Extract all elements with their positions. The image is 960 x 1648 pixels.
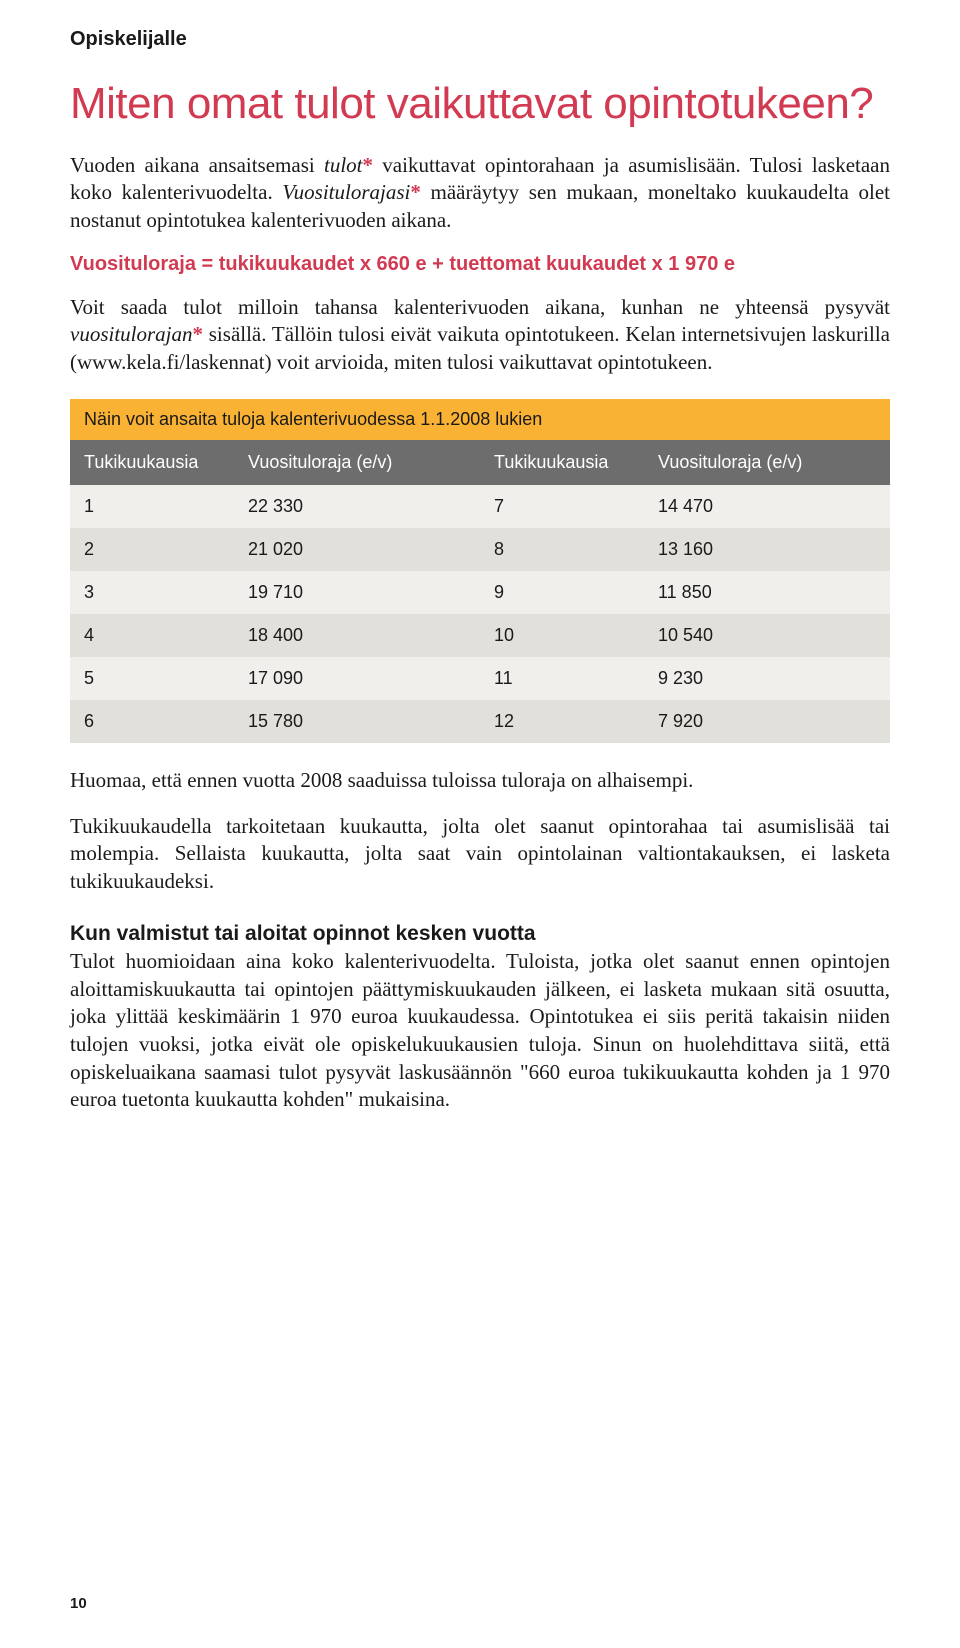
table-header: Vuosituloraja (e/v)	[234, 440, 480, 485]
term-tulot: tulot	[324, 153, 363, 177]
table-cell: 9 230	[644, 657, 890, 700]
table-cell: 2	[70, 528, 234, 571]
table-row: 418 4001010 540	[70, 614, 890, 657]
section-label: Opiskelijalle	[70, 28, 890, 51]
table-cell: 21 020	[234, 528, 480, 571]
table-cell: 9	[480, 571, 644, 614]
asterisk-icon: *	[193, 322, 204, 346]
table-row: 517 090119 230	[70, 657, 890, 700]
table-cell: 11 850	[644, 571, 890, 614]
table-header: Vuosituloraja (e/v)	[644, 440, 890, 485]
page-number: 10	[70, 1595, 87, 1612]
income-table: Näin voit ansaita tuloja kalenterivuodes…	[70, 399, 890, 743]
table: Tukikuukausia Vuosituloraja (e/v) Tukiku…	[70, 440, 890, 743]
table-cell: 13 160	[644, 528, 890, 571]
table-cell: 4	[70, 614, 234, 657]
term-vuositulorajasi: Vuositulorajasi	[282, 180, 410, 204]
table-cell: 10 540	[644, 614, 890, 657]
table-cell: 18 400	[234, 614, 480, 657]
table-row: 122 330714 470	[70, 485, 890, 528]
paragraph-4: Tukikuukaudella tarkoitetaan kuukautta, …	[70, 813, 890, 896]
table-cell: 3	[70, 571, 234, 614]
table-cell: 5	[70, 657, 234, 700]
table-cell: 7 920	[644, 700, 890, 743]
table-cell: 19 710	[234, 571, 480, 614]
table-cell: 22 330	[234, 485, 480, 528]
table-row: 221 020813 160	[70, 528, 890, 571]
table-row: 319 710911 850	[70, 571, 890, 614]
table-cell: 11	[480, 657, 644, 700]
subheading: Kun valmistut tai aloitat opinnot kesken…	[70, 922, 890, 946]
asterisk-icon: *	[363, 153, 374, 177]
term-vuositulorajan: vuositulorajan	[70, 322, 193, 346]
table-cell: 14 470	[644, 485, 890, 528]
table-header: Tukikuukausia	[480, 440, 644, 485]
asterisk-icon: *	[410, 180, 421, 204]
table-cell: 17 090	[234, 657, 480, 700]
table-header-row: Tukikuukausia Vuosituloraja (e/v) Tukiku…	[70, 440, 890, 485]
table-cell: 8	[480, 528, 644, 571]
text: Voit saada tulot milloin tahansa kalente…	[70, 295, 890, 319]
table-cell: 7	[480, 485, 644, 528]
table-cell: 15 780	[234, 700, 480, 743]
table-cell: 12	[480, 700, 644, 743]
table-header: Tukikuukausia	[70, 440, 234, 485]
paragraph-3: Huomaa, että ennen vuotta 2008 saaduissa…	[70, 767, 890, 795]
text: Vuoden aikana ansaitsemasi	[70, 153, 324, 177]
table-row: 615 780127 920	[70, 700, 890, 743]
table-cell: 1	[70, 485, 234, 528]
table-cell: 10	[480, 614, 644, 657]
paragraph-5: Tulot huomioidaan aina koko kalenterivuo…	[70, 948, 890, 1114]
paragraph-2: Voit saada tulot milloin tahansa kalente…	[70, 294, 890, 377]
table-cell: 6	[70, 700, 234, 743]
page-title: Miten omat tulot vaikuttavat opintotukee…	[70, 79, 890, 130]
table-title: Näin voit ansaita tuloja kalenterivuodes…	[70, 399, 890, 440]
formula-text: Vuosituloraja = tukikuukaudet x 660 e + …	[70, 253, 890, 276]
paragraph-1: Vuoden aikana ansaitsemasi tulot* vaikut…	[70, 152, 890, 235]
